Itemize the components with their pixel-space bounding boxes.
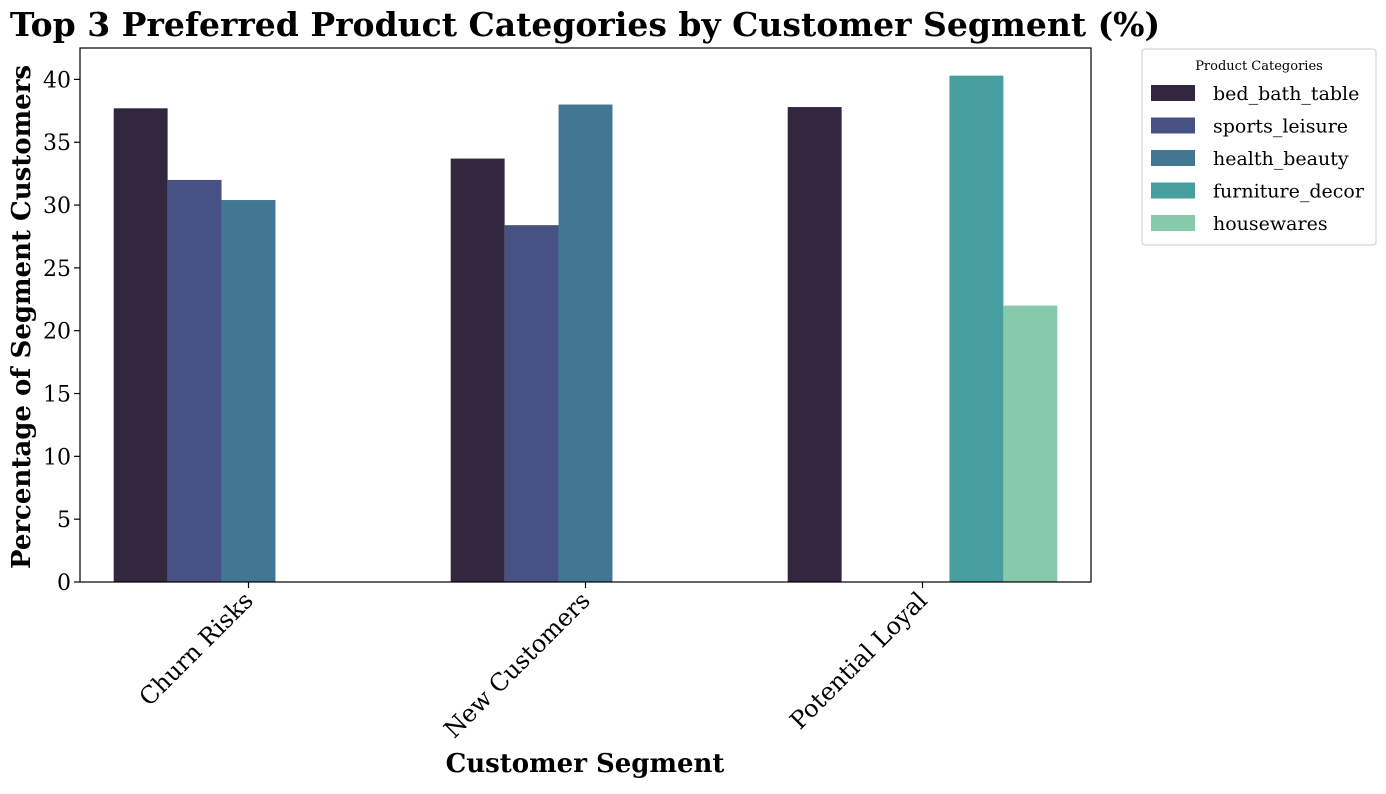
y-tick-label: 0 [57,571,71,596]
legend-title: Product Categories [1195,59,1323,74]
legend-label-health_beauty: health_beauty [1213,148,1349,170]
x-tick-label: New Customers [439,586,596,743]
y-axis-title: Percentage of Segment Customers [7,65,37,569]
legend-swatch-housewares [1151,215,1195,231]
x-tick-label: Potential Loyal [784,586,932,734]
bar-sports_leisure-0 [167,179,222,582]
legend-label-bed_bath_table: bed_bath_table [1213,83,1359,105]
bar-sports_leisure-1 [504,225,559,582]
legend-swatch-sports_leisure [1151,117,1195,134]
legend-label-furniture_decor: furniture_decor [1213,181,1365,203]
bar-bed_bath_table-1 [450,158,505,582]
chart-title: Top 3 Preferred Product Categories by Cu… [10,5,1160,44]
y-tick-label: 15 [43,383,71,408]
legend-swatch-bed_bath_table [1151,85,1195,101]
legend-label-sports_leisure: sports_leisure [1213,116,1348,138]
bar-bed_bath_table-2 [787,107,842,583]
x-axis-title: Customer Segment [446,749,725,779]
y-tick-label: 10 [43,445,71,470]
x-tick-label: Churn Risks [134,586,259,711]
legend-label-housewares: housewares [1213,213,1328,235]
bar-bed_bath_table-0 [113,108,168,582]
y-tick-label: 30 [43,194,71,219]
plot-area: 0 5 10 15 20 25 30 35 40 Churn Risks New Customers… [43,47,1092,744]
legend-swatch-furniture_decor [1151,182,1195,199]
bar-health_beauty-0 [221,200,276,582]
legend: Product Categories bed_bath_table sports_… [1141,48,1377,246]
y-tick-label: 40 [43,68,71,93]
legend-frame [1141,48,1377,246]
y-tick-label: 25 [43,257,71,282]
y-tick-label: 5 [57,508,71,533]
bar-health_beauty-1 [558,104,613,582]
legend-swatch-health_beauty [1151,150,1195,166]
bar-furniture_decor-2 [949,75,1004,582]
y-tick-label: 20 [43,320,71,345]
bar-housewares-2 [1003,305,1058,582]
y-tick-label: 35 [43,131,71,156]
